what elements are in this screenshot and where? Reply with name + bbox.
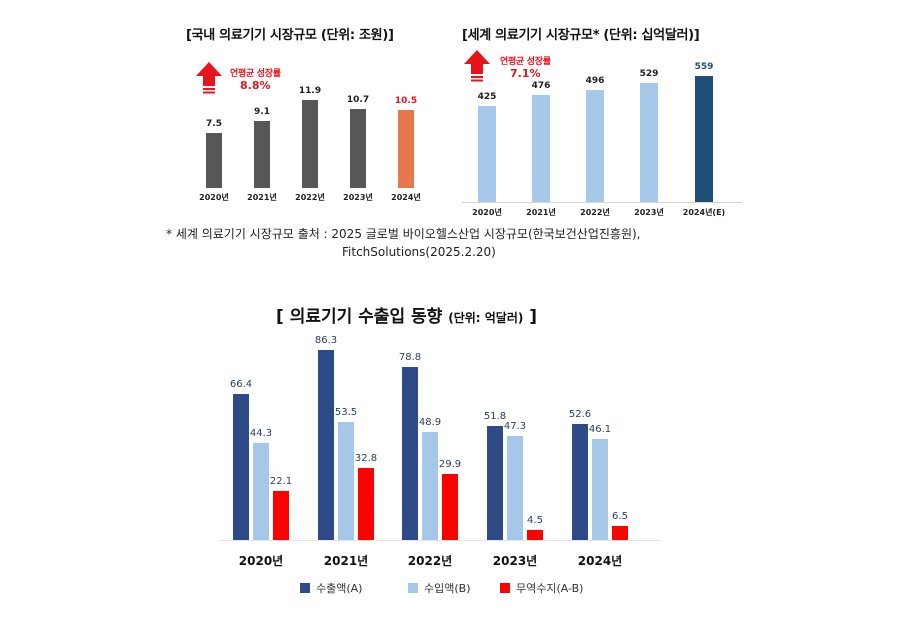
value-label: 29.9: [438, 459, 462, 471]
x-axis-label: 2022년: [580, 208, 610, 217]
bar: [532, 94, 550, 202]
x-axis-label: 2020년: [472, 208, 502, 217]
bar: [640, 82, 658, 202]
bar: [398, 110, 414, 188]
legend-label: 수입액(B): [424, 582, 471, 595]
x-axis-label: 2021년: [526, 208, 556, 217]
bar: [422, 432, 438, 540]
up-arrow-icon: [196, 62, 222, 94]
x-axis-label: 2022년: [295, 193, 325, 202]
legend-swatch-trade-balance: [500, 583, 510, 593]
legend-swatch-export: [300, 583, 310, 593]
bar: [318, 350, 334, 540]
value-label: 425: [477, 92, 497, 103]
bar: [478, 106, 496, 202]
x-axis-label: 2020년: [199, 193, 229, 202]
value-label: 44.3: [249, 427, 273, 439]
value-label: 46.1: [588, 423, 612, 435]
value-label: 559: [694, 62, 714, 73]
bar: [527, 530, 543, 540]
value-label: 529: [639, 68, 659, 79]
legend-import: 수입액(B): [408, 580, 471, 596]
up-arrow-icon: [464, 50, 490, 82]
x-axis-label: 2020년: [238, 554, 284, 568]
value-label: 48.9: [418, 417, 442, 429]
domestic-chart-title: [국내 의료기기 시장규모 (단위: 조원)]: [186, 28, 394, 43]
growth-value: 7.1%: [510, 67, 541, 80]
trade-chart-title: [ 의료기기 수출입 동향 (단위: 억달러) ]: [276, 302, 537, 327]
legend-export: 수출액(A): [300, 580, 362, 596]
legend-swatch-import: [408, 583, 418, 593]
growth-label: 연평균 성장률: [230, 69, 281, 79]
x-axis-label: 2021년: [247, 193, 277, 202]
bar: [254, 120, 270, 188]
bar: [487, 426, 503, 540]
legend-label: 무역수지(A-B): [516, 582, 584, 595]
bar: [592, 438, 608, 540]
value-label: 7.5: [206, 118, 222, 129]
value-label: 10.5: [394, 96, 418, 107]
value-label: 9.1: [254, 106, 270, 117]
trade-title-text: [ 의료기기 수출입 동향: [276, 307, 443, 327]
value-label: 22.1: [269, 476, 293, 488]
trade-trend-chart: 66.4 44.3 22.1 2020년 86.3 53.5 32.8 2021년 78.8 48…: [220, 330, 660, 570]
growth-label: 연평균 성장률: [500, 57, 551, 67]
value-label: 11.9: [298, 85, 322, 96]
legend-label: 수출액(A): [316, 582, 363, 595]
bar: [350, 108, 366, 188]
global-chart-title: [세계 의료기기 시장규모* (단위: 십억달러)]: [462, 28, 700, 43]
x-axis-label: 2022년: [407, 554, 453, 568]
x-axis-label: 2021년: [323, 554, 369, 568]
bar: [402, 366, 418, 540]
global-market-chart: 425 2020년 476 2021년 496 2022년 529 2023년 559 2024년…: [458, 60, 748, 220]
x-axis-label: 2023년: [634, 208, 664, 217]
bar: [612, 525, 628, 540]
x-axis-label: 2024년: [391, 193, 421, 202]
bar: [302, 99, 318, 188]
bar: [695, 76, 713, 202]
bar: [273, 491, 289, 540]
bar: [358, 467, 374, 540]
bar: [442, 474, 458, 540]
bar: [586, 90, 604, 202]
source-note-line2: FitchSolutions(2025.2.20): [342, 245, 496, 259]
value-label: 86.3: [314, 335, 338, 347]
bar: [253, 442, 269, 540]
value-label: 32.8: [354, 452, 378, 464]
bar: [233, 393, 249, 540]
trade-title-unit: (단위: 억달러): [448, 311, 524, 325]
domestic-market-chart: 7.5 2020년 9.1 2021년 11.9 2022년 10.7 2023년 10.5 20…: [190, 80, 440, 210]
value-label: 47.3: [503, 420, 527, 432]
bar: [572, 424, 588, 540]
value-label: 10.7: [346, 94, 370, 105]
bar: [338, 422, 354, 540]
x-axis-label: 2023년: [492, 554, 538, 568]
value-label: 78.8: [398, 351, 422, 363]
bar: [507, 435, 523, 540]
x-axis-label: 2024년(E): [682, 208, 726, 217]
value-label: 6.5: [612, 510, 628, 522]
value-label: 52.6: [568, 409, 592, 421]
x-axis-label: 2024년: [577, 554, 623, 568]
value-label: 476: [531, 80, 551, 91]
growth-value: 8.8%: [240, 79, 271, 92]
x-axis-line: [220, 540, 660, 541]
value-label: 51.8: [483, 411, 507, 423]
x-axis-label: 2023년: [343, 193, 373, 202]
bar: [206, 132, 222, 188]
source-note-line1: * 세계 의료기기 시장규모 출처 : 2025 글로벌 바이오헬스산업 시장규…: [166, 227, 641, 241]
trade-title-end: ]: [529, 307, 538, 327]
value-label: 66.4: [229, 378, 253, 390]
value-label: 496: [585, 76, 605, 87]
value-label: 4.5: [527, 515, 543, 527]
legend-trade-balance: 무역수지(A-B): [500, 580, 583, 596]
value-label: 53.5: [334, 407, 358, 419]
x-axis-line: [462, 202, 742, 203]
